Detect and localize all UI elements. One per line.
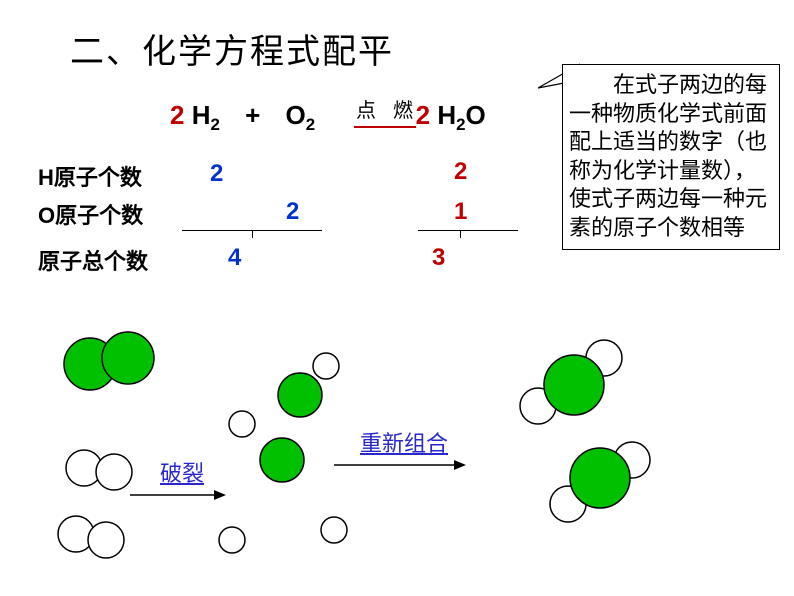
condition-underline [354,126,416,128]
h-left-count: 2 [210,160,223,188]
plus-sign: + [245,100,260,130]
h-right-count: 2 [454,158,467,186]
o-right-count: 1 [454,198,467,226]
recombine-label: 重新组合 [360,426,448,458]
recombine-arrow [332,456,470,474]
tick-left [252,230,253,238]
total-right-count: 3 [432,244,445,272]
product-h2o: H2O [437,100,485,130]
o-atoms-label: O原子个数 [38,198,143,230]
total-left-count: 4 [228,244,241,272]
break-label: 破裂 [160,456,204,488]
break-arrow [128,486,228,504]
section-title: 二、化学方程式配平 [70,24,394,73]
sum-line-right [418,230,518,231]
equation: 2 H2 + O2 2 H2O [170,100,486,135]
callout-text: 在式子两边的每一种物质化学式前面配上适当的数字（也称为化学计量数），使式子两边每… [562,64,780,250]
coef-left: 2 [170,100,184,130]
tick-right [460,230,461,238]
reactant-o2: O2 [286,100,316,130]
o-left-count: 2 [286,198,299,226]
reactant-h2: H2 [192,100,220,130]
total-atoms-label: 原子总个数 [38,244,148,276]
condition-label: 点 燃 [356,94,419,123]
h-atoms-label: H原子个数 [38,160,142,192]
